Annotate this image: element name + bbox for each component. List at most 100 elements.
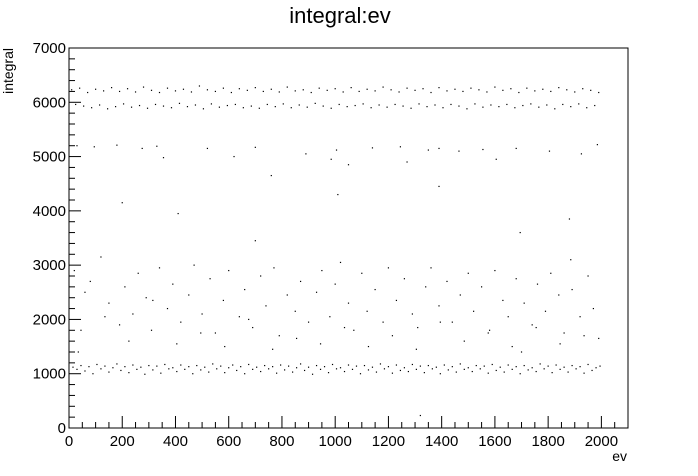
- data-point: [254, 87, 256, 89]
- data-point: [252, 368, 254, 370]
- data-point: [256, 366, 258, 368]
- data-point: [563, 366, 565, 368]
- data-point: [270, 88, 272, 90]
- data-point: [410, 107, 412, 109]
- data-point: [206, 89, 209, 91]
- data-point: [555, 364, 557, 366]
- data-point: [563, 332, 565, 334]
- data-point: [351, 368, 354, 370]
- data-point: [238, 316, 240, 318]
- data-point: [558, 294, 560, 296]
- data-point: [387, 366, 390, 368]
- data-point: [439, 321, 441, 323]
- data-point: [502, 299, 504, 302]
- data-point: [208, 371, 210, 373]
- data-point: [334, 88, 336, 90]
- data-point: [224, 372, 226, 374]
- data-point: [366, 310, 368, 312]
- data-point: [326, 89, 328, 91]
- data-point: [431, 368, 433, 370]
- data-point: [188, 294, 190, 296]
- data-point: [158, 91, 161, 94]
- data-point: [462, 90, 464, 93]
- data-point: [166, 307, 169, 310]
- data-point: [450, 103, 452, 106]
- x-tick-label: 200: [110, 433, 135, 450]
- data-point: [550, 90, 552, 93]
- data-point: [578, 103, 580, 105]
- data-point: [534, 90, 536, 92]
- data-point: [87, 91, 89, 94]
- data-point: [303, 369, 306, 372]
- data-point: [292, 371, 294, 373]
- data-point: [435, 366, 437, 368]
- data-point: [218, 106, 220, 108]
- data-point: [120, 369, 122, 372]
- data-point: [311, 373, 314, 375]
- data-point: [288, 365, 290, 367]
- y-tick-label: 6000: [33, 94, 66, 111]
- data-point: [403, 367, 405, 369]
- data-point: [222, 87, 224, 89]
- data-point: [378, 104, 380, 106]
- data-point: [425, 286, 427, 288]
- data-point: [334, 283, 336, 285]
- data-point: [391, 372, 394, 374]
- data-point: [202, 108, 205, 110]
- data-point: [522, 104, 524, 107]
- data-point: [180, 321, 182, 323]
- data-point: [228, 367, 230, 369]
- data-point: [434, 104, 436, 106]
- data-point: [162, 157, 165, 159]
- data-point: [234, 103, 236, 106]
- y-tick-label: 5000: [33, 149, 66, 166]
- data-point: [302, 89, 304, 91]
- data-point: [447, 369, 449, 371]
- data-point: [459, 294, 461, 296]
- data-point: [507, 316, 509, 318]
- x-tick-label: 1400: [425, 433, 458, 450]
- data-point: [402, 105, 404, 107]
- data-point: [353, 329, 355, 331]
- data-point: [145, 297, 147, 299]
- data-point: [108, 371, 110, 373]
- data-point: [240, 366, 242, 368]
- data-point: [580, 153, 583, 155]
- data-point: [150, 329, 153, 331]
- data-point: [318, 87, 320, 89]
- data-point: [116, 363, 118, 365]
- data-point: [343, 370, 346, 373]
- data-point: [122, 103, 125, 105]
- data-point: [140, 366, 142, 368]
- data-point: [483, 365, 485, 367]
- data-point: [411, 363, 413, 366]
- data-point: [75, 103, 77, 106]
- data-point: [583, 372, 585, 374]
- data-point: [427, 149, 429, 151]
- data-point: [439, 373, 441, 375]
- data-point: [347, 164, 350, 166]
- data-point: [367, 369, 370, 371]
- data-point: [511, 345, 513, 348]
- data-point: [298, 104, 300, 106]
- data-point: [395, 364, 398, 366]
- data-point: [418, 103, 420, 105]
- data-point: [114, 106, 117, 108]
- data-point: [141, 147, 143, 150]
- data-point: [152, 369, 154, 371]
- data-point: [487, 372, 489, 374]
- data-point: [535, 326, 537, 329]
- data-point: [473, 310, 475, 312]
- data-point: [206, 147, 209, 150]
- data-point: [536, 283, 539, 285]
- data-point: [387, 267, 390, 269]
- data-point: [250, 105, 252, 107]
- data-point: [579, 366, 581, 368]
- data-point: [182, 88, 185, 90]
- y-axis-label: integral: [0, 48, 16, 94]
- data-point: [547, 365, 549, 367]
- data-point: [186, 106, 189, 108]
- data-point: [176, 343, 178, 345]
- y-tick-label: 0: [58, 420, 66, 437]
- data-point: [177, 212, 179, 215]
